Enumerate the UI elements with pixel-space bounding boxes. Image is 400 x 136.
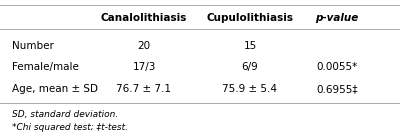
Text: SD, standard deviation.: SD, standard deviation. xyxy=(12,110,118,119)
Text: Cupulolithiasis: Cupulolithiasis xyxy=(206,13,294,23)
Text: 6/9: 6/9 xyxy=(242,62,258,72)
Text: 0.6955‡: 0.6955‡ xyxy=(316,84,358,94)
Text: 75.9 ± 5.4: 75.9 ± 5.4 xyxy=(222,84,278,94)
Text: 20: 20 xyxy=(138,41,150,51)
Text: Age, mean ± SD: Age, mean ± SD xyxy=(12,84,98,94)
Text: *Chi squared test; ‡t-test.: *Chi squared test; ‡t-test. xyxy=(12,123,128,132)
Text: Canalolithiasis: Canalolithiasis xyxy=(101,13,187,23)
Text: 15: 15 xyxy=(243,41,257,51)
Text: 0.0055*: 0.0055* xyxy=(317,62,358,72)
Text: 76.7 ± 7.1: 76.7 ± 7.1 xyxy=(116,84,172,94)
Text: p-value: p-value xyxy=(315,13,358,23)
Text: Number: Number xyxy=(12,41,54,51)
Text: Female/male: Female/male xyxy=(12,62,79,72)
Text: 17/3: 17/3 xyxy=(132,62,156,72)
